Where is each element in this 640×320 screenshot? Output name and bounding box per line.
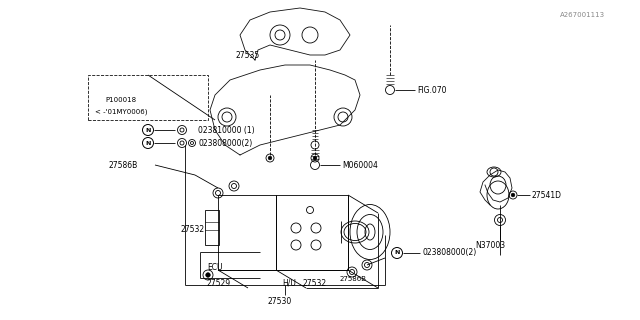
Text: 27535: 27535 — [235, 51, 259, 60]
Text: 27586B: 27586B — [340, 276, 367, 282]
Text: A267001113: A267001113 — [560, 12, 605, 18]
Text: N: N — [145, 127, 150, 132]
Circle shape — [313, 156, 317, 160]
Text: 27541D: 27541D — [532, 190, 562, 199]
Text: N: N — [145, 140, 150, 146]
Text: 023808000(2): 023808000(2) — [422, 249, 476, 258]
Bar — [205, 210, 219, 245]
Circle shape — [205, 273, 211, 277]
Text: 27532: 27532 — [180, 226, 204, 235]
Text: N: N — [394, 251, 400, 255]
Circle shape — [268, 156, 272, 160]
Text: 023810000 (1): 023810000 (1) — [198, 125, 255, 134]
Text: 27529: 27529 — [206, 278, 230, 287]
Text: 27586B: 27586B — [108, 161, 137, 170]
Text: 023808000(2): 023808000(2) — [198, 139, 252, 148]
Text: ECU: ECU — [207, 262, 223, 271]
Bar — [218, 195, 276, 270]
Text: FIG.070: FIG.070 — [417, 85, 447, 94]
Text: P100018: P100018 — [105, 97, 136, 103]
Text: M060004: M060004 — [342, 161, 378, 170]
Text: H/U: H/U — [282, 278, 296, 287]
Text: N37003: N37003 — [475, 241, 505, 250]
Circle shape — [511, 193, 515, 197]
Text: 27530: 27530 — [267, 297, 291, 306]
Bar — [276, 195, 348, 270]
Text: 27532: 27532 — [302, 278, 326, 287]
Text: < -'01MY0006): < -'01MY0006) — [95, 109, 147, 115]
